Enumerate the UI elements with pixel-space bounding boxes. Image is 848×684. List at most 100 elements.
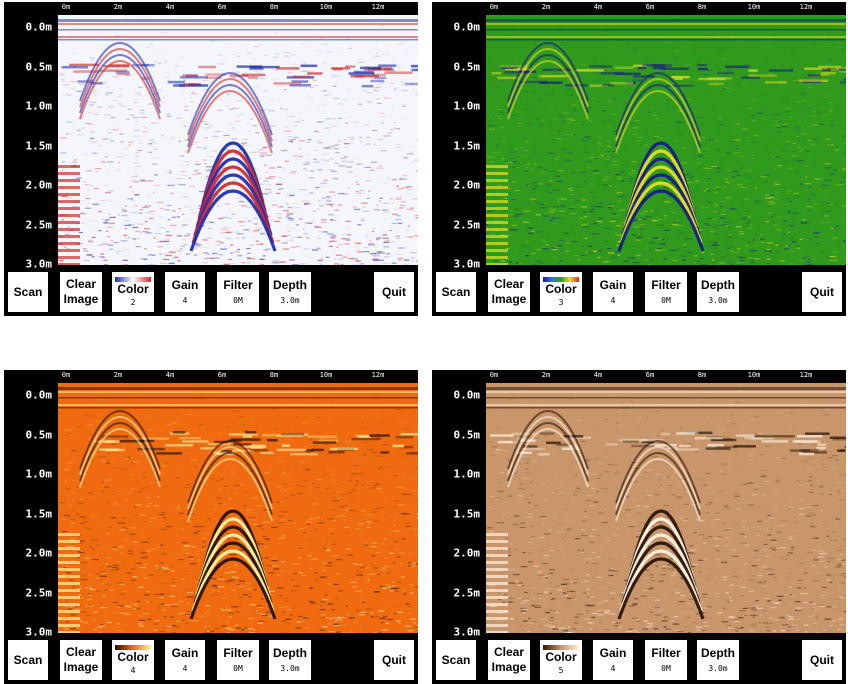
gain-value: 4 (183, 664, 188, 674)
gain-button[interactable]: Gain 4 (165, 272, 205, 312)
y-tick-label: 0.0m (26, 21, 53, 34)
radargram[interactable] (486, 383, 846, 633)
x-tick-label: 6m (218, 371, 226, 379)
radargram[interactable] (58, 383, 418, 633)
gain-button[interactable]: Gain 4 (593, 640, 633, 680)
color-palette-swatch (115, 645, 151, 650)
clear-image-button[interactable]: Clear Image (60, 272, 102, 312)
filter-label: Filter (651, 646, 680, 661)
depth-label: Depth (273, 646, 307, 661)
x-tick-label: 6m (646, 371, 654, 379)
radargram-image (58, 383, 418, 633)
x-tick-label: 8m (270, 3, 278, 11)
y-tick-label: 2.0m (26, 179, 53, 192)
y-tick-label: 1.0m (454, 100, 481, 113)
clear-label: Clear (66, 645, 96, 660)
filter-button[interactable]: Filter 0M (645, 640, 687, 680)
x-tick-label: 0m (490, 3, 498, 11)
y-tick-label: 1.0m (26, 100, 53, 113)
image-label: Image (64, 292, 99, 307)
color-button[interactable]: Color 3 (540, 272, 582, 312)
filter-value: 0M (233, 296, 243, 306)
filter-label: Filter (651, 278, 680, 293)
depth-button[interactable]: Depth 3.0m (269, 272, 311, 312)
y-tick-label: 0.0m (454, 21, 481, 34)
clear-image-button[interactable]: Clear Image (60, 640, 102, 680)
color-button[interactable]: Color 4 (112, 640, 154, 680)
scan-button[interactable]: Scan (8, 272, 48, 312)
gain-value: 4 (611, 296, 616, 306)
image-label: Image (64, 660, 99, 675)
y-tick-label: 1.0m (26, 468, 53, 481)
x-tick-label: 12m (800, 371, 813, 379)
color-value: 3 (559, 298, 564, 308)
color-label: Color (117, 283, 148, 295)
color-button[interactable]: Color 2 (112, 272, 154, 312)
image-label: Image (492, 660, 527, 675)
gain-label: Gain (600, 646, 627, 661)
x-tick-label: 4m (594, 371, 602, 379)
toolbar: Scan Clear Image Color 4 Gain 4 Filter 0… (4, 636, 418, 684)
y-tick-label: 2.0m (454, 547, 481, 560)
filter-label: Filter (223, 646, 252, 661)
x-tick-label: 0m (62, 3, 70, 11)
depth-label: Depth (701, 646, 735, 661)
gain-button[interactable]: Gain 4 (165, 640, 205, 680)
clear-label: Clear (494, 645, 524, 660)
depth-label: Depth (701, 278, 735, 293)
radargram-image (486, 383, 846, 633)
clear-image-button[interactable]: Clear Image (488, 640, 530, 680)
depth-value: 3.0m (280, 296, 299, 306)
quit-button[interactable]: Quit (374, 640, 414, 680)
color-label: Color (545, 283, 576, 295)
radargram[interactable] (486, 15, 846, 265)
filter-button[interactable]: Filter 0M (217, 640, 259, 680)
y-tick-label: 2.5m (454, 218, 481, 231)
x-tick-label: 2m (114, 371, 122, 379)
color-value: 2 (131, 298, 136, 308)
clear-label: Clear (66, 277, 96, 292)
color-value: 5 (559, 666, 564, 676)
x-tick-label: 6m (646, 3, 654, 11)
filter-button[interactable]: Filter 0M (217, 272, 259, 312)
gain-button[interactable]: Gain 4 (593, 272, 633, 312)
y-tick-label: 1.5m (454, 139, 481, 152)
quit-button[interactable]: Quit (802, 272, 842, 312)
y-tick-label: 2.5m (26, 218, 53, 231)
color-button[interactable]: Color 5 (540, 640, 582, 680)
filter-button[interactable]: Filter 0M (645, 272, 687, 312)
x-tick-label: 2m (542, 371, 550, 379)
x-tick-label: 4m (166, 371, 174, 379)
depth-value: 3.0m (708, 296, 727, 306)
y-tick-label: 2.5m (454, 586, 481, 599)
clear-image-button[interactable]: Clear Image (488, 272, 530, 312)
scan-button[interactable]: Scan (436, 640, 476, 680)
depth-button[interactable]: Depth 3.0m (697, 272, 739, 312)
x-tick-label: 12m (800, 3, 813, 11)
quit-button[interactable]: Quit (802, 640, 842, 680)
scan-button[interactable]: Scan (436, 272, 476, 312)
x-tick-label: 10m (748, 371, 761, 379)
gain-label: Gain (600, 278, 627, 293)
depth-button[interactable]: Depth 3.0m (269, 640, 311, 680)
y-tick-label: 1.5m (454, 507, 481, 520)
x-tick-label: 10m (320, 371, 333, 379)
filter-value: 0M (661, 296, 671, 306)
scan-button[interactable]: Scan (8, 640, 48, 680)
depth-value: 3.0m (708, 664, 727, 674)
radargram[interactable] (58, 15, 418, 265)
y-tick-label: 0.0m (454, 389, 481, 402)
depth-button[interactable]: Depth 3.0m (697, 640, 739, 680)
x-tick-label: 8m (698, 371, 706, 379)
quit-button[interactable]: Quit (374, 272, 414, 312)
image-label: Image (492, 292, 527, 307)
x-tick-label: 6m (218, 3, 226, 11)
